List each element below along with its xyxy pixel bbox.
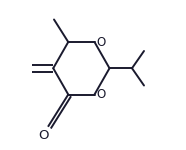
Text: O: O: [97, 36, 106, 48]
Text: O: O: [97, 88, 106, 101]
Text: O: O: [38, 129, 49, 142]
